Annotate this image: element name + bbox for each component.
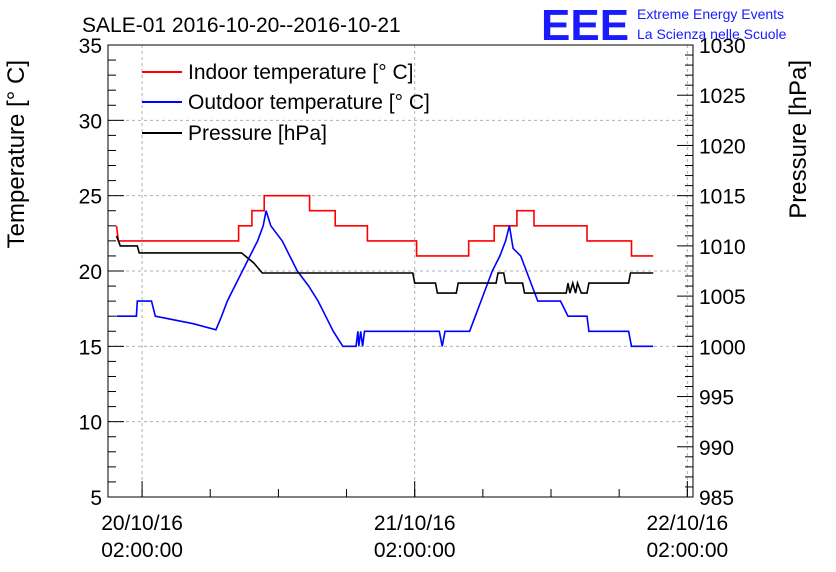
y-axis-title: Temperature [° C] (3, 60, 30, 248)
y-tick-label: 35 (79, 35, 102, 58)
y2-tick-label: 995 (699, 387, 734, 410)
legend-label-outdoor: Outdoor temperature [° C] (188, 91, 430, 114)
logo-line-2: La Scienza nelle Scuole (637, 26, 787, 42)
y2-tick-label: 1020 (699, 135, 746, 158)
y2-tick-label: 990 (699, 437, 734, 460)
series-line-2 (115, 235, 654, 294)
y2-tick-label: 985 (699, 487, 734, 510)
series-line-1 (116, 210, 654, 348)
y2-axis-title: Pressure [hPa] (785, 60, 812, 219)
y2-tick-label: 1010 (699, 236, 746, 259)
legend-label-indoor: Indoor temperature [° C] (188, 61, 414, 84)
x-tick-label-date: 21/10/16 (374, 512, 456, 535)
series-line-0 (115, 194, 654, 257)
legend-label-pressure: Pressure [hPa] (188, 122, 327, 145)
logo-letters: EEE (541, 1, 629, 50)
x-tick-label-date: 20/10/16 (101, 512, 183, 535)
eee-logo: EEE Extreme Energy Events La Scienza nel… (541, 1, 787, 50)
y-tick-label: 20 (79, 261, 102, 284)
y-tick-label: 5 (90, 487, 102, 510)
x-tick-label-time: 02:00:00 (646, 539, 728, 562)
logo-line-1: Extreme Energy Events (637, 6, 784, 22)
y2-tick-label: 1015 (699, 186, 746, 209)
y2-tick-label: 1025 (699, 85, 746, 108)
grid (108, 45, 693, 497)
legend: Indoor temperature [° C] Outdoor tempera… (142, 61, 430, 145)
y-tick-label: 10 (79, 412, 102, 435)
y-tick-label: 15 (79, 336, 102, 359)
y2-tick-label: 1030 (699, 35, 746, 58)
y2-tick-label: 1005 (699, 286, 746, 309)
x-tick-label-time: 02:00:00 (374, 539, 456, 562)
y-tick-label: 25 (79, 186, 102, 209)
series-layer (115, 194, 654, 348)
chart-title: SALE-01 2016-10-20--2016-10-21 (82, 14, 401, 37)
x-tick-label-date: 22/10/16 (646, 512, 728, 535)
y-tick-label: 30 (79, 110, 102, 133)
y2-tick-label: 1000 (699, 336, 746, 359)
x-tick-label-time: 02:00:00 (101, 539, 183, 562)
axes: 5101520253035985990995100010051010101510… (79, 35, 746, 562)
